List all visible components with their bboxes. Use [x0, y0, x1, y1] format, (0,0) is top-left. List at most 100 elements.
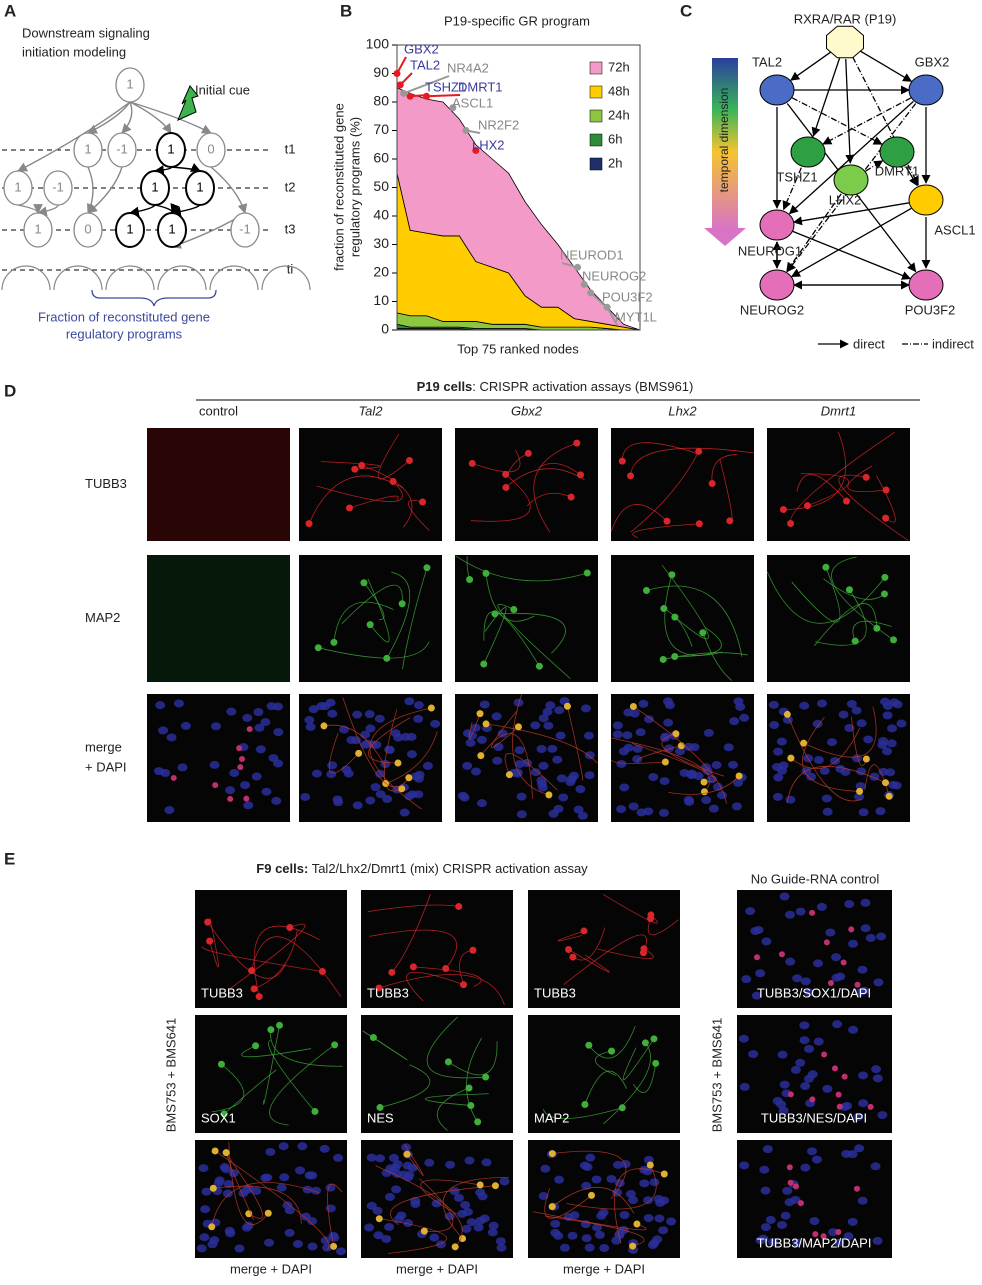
nucleus	[177, 763, 187, 771]
node-label: RXRA/RAR (P19)	[794, 11, 897, 26]
nucleus	[848, 1026, 858, 1034]
nucleus	[782, 1187, 792, 1195]
nucleus	[547, 745, 557, 753]
y-tick-label: 10	[373, 292, 389, 308]
nucleus	[878, 768, 888, 776]
nucleus	[654, 1214, 664, 1222]
cell-body	[568, 494, 575, 501]
cell-body	[358, 462, 365, 469]
micrograph	[299, 428, 442, 541]
nucleus	[800, 1082, 810, 1090]
tile-label: MAP2	[534, 1110, 569, 1125]
nucleus	[181, 722, 191, 730]
nucleus	[830, 757, 840, 765]
cell-body	[787, 1164, 793, 1170]
cell-body	[696, 520, 703, 527]
nucleus	[799, 1036, 809, 1044]
nucleus	[684, 796, 694, 804]
cell-body	[306, 520, 313, 527]
cell-body	[491, 610, 498, 617]
nucleus	[403, 1162, 413, 1170]
nucleus	[584, 732, 594, 740]
nucleus	[160, 769, 170, 777]
cell-body	[460, 981, 467, 988]
cell-body	[482, 1074, 489, 1081]
nucleus	[400, 809, 410, 817]
annotation-point	[462, 127, 469, 134]
cell-body	[442, 965, 449, 972]
nucleus	[883, 711, 893, 719]
initial-cue: Initial cue	[195, 82, 250, 97]
nucleus	[620, 1211, 630, 1219]
nucleus	[225, 786, 235, 794]
edge	[211, 167, 245, 213]
cell-body	[701, 788, 708, 795]
nucleus	[859, 808, 869, 816]
cell-body	[633, 1221, 640, 1228]
nucleus	[404, 697, 414, 705]
cell-body	[650, 1035, 657, 1042]
nucleus	[327, 710, 337, 718]
node	[760, 270, 794, 300]
nucleus	[876, 807, 886, 815]
cell-body	[630, 703, 637, 710]
nucleus	[344, 770, 354, 778]
nucleus	[200, 1205, 210, 1213]
nucleus	[739, 1035, 749, 1043]
cell-body	[212, 1147, 219, 1154]
nucleus	[585, 1154, 595, 1162]
cell-body	[788, 1091, 794, 1097]
nucleus	[301, 1213, 311, 1221]
cell-body	[320, 722, 327, 729]
cell-body	[466, 576, 473, 583]
nucleus	[241, 1186, 251, 1194]
nucleus	[373, 1207, 383, 1215]
nucleus	[353, 801, 363, 809]
cell-body	[577, 471, 584, 478]
cell-body	[780, 506, 787, 513]
cell-body	[585, 1042, 592, 1049]
nucleus	[320, 702, 330, 710]
cell-body	[699, 629, 706, 636]
edge	[18, 205, 38, 213]
y-axis-label: fraction of reconstituted gene	[331, 103, 346, 271]
cell-body	[854, 1186, 860, 1192]
nucleus	[596, 1212, 606, 1220]
nucleus	[393, 1160, 403, 1168]
nucleus	[814, 1038, 824, 1046]
nucleus	[887, 739, 897, 747]
nucleus	[407, 750, 417, 758]
nucleus	[847, 700, 857, 708]
cell-body	[210, 1185, 217, 1192]
nucleus	[557, 774, 567, 782]
nucleus	[827, 738, 837, 746]
edge	[172, 205, 200, 213]
nucleus	[240, 781, 250, 789]
nucleus	[262, 1174, 272, 1182]
nucleus	[781, 1212, 791, 1220]
nucleus	[623, 709, 633, 717]
nucleus	[461, 1225, 471, 1233]
nucleus	[271, 797, 281, 805]
nucleus	[403, 1173, 413, 1181]
cell-body	[709, 480, 716, 487]
nucleus	[585, 771, 595, 779]
caption: merge + DAPI	[396, 1261, 478, 1276]
side-label: BMS753 + BMS641	[709, 1018, 724, 1133]
nucleus	[391, 1185, 401, 1193]
nucleus	[740, 1083, 750, 1091]
nucleus	[333, 1154, 343, 1162]
y-tick-label: 40	[373, 207, 389, 223]
cell-body	[842, 1074, 848, 1080]
nucleus	[273, 728, 283, 736]
nucleus	[471, 768, 481, 776]
nucleus	[225, 1227, 235, 1235]
nucleus	[888, 781, 898, 789]
nucleus	[785, 958, 795, 966]
nucleus	[365, 724, 375, 732]
cell-body	[627, 472, 634, 479]
nucleus	[488, 1228, 498, 1236]
nucleus	[739, 714, 749, 722]
nucleus	[585, 751, 595, 759]
cell-body	[821, 1052, 827, 1058]
